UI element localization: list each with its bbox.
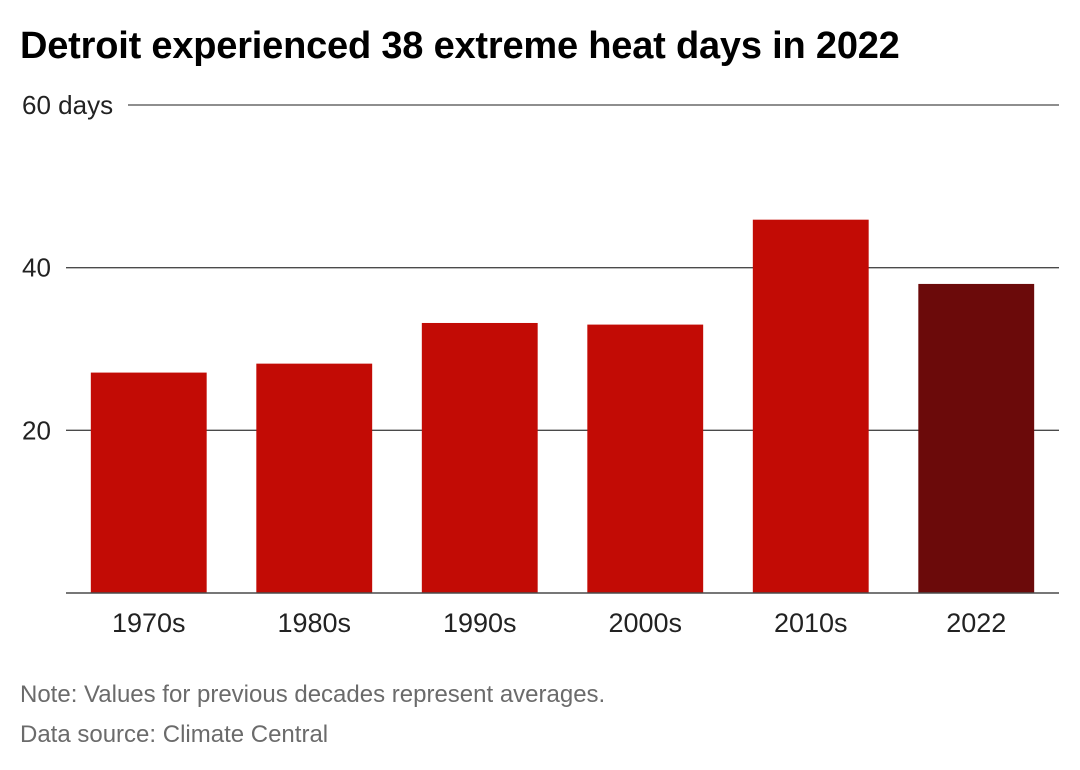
y-tick-label: 40 bbox=[22, 253, 51, 283]
chart-note: Note: Values for previous decades repres… bbox=[20, 681, 606, 708]
bar-1990s bbox=[421, 322, 538, 593]
bar-chart: 1970s 1980s 1990s 2000s 2010s 2022 20 40 60 day… bbox=[22, 90, 1059, 638]
bar-1980s bbox=[256, 363, 373, 593]
y-tick-label: 20 bbox=[22, 415, 51, 445]
bar-2010s bbox=[752, 219, 869, 593]
x-tick-label: 2010s bbox=[774, 608, 848, 638]
data-source: Data source: Climate Central bbox=[20, 721, 329, 748]
x-tick-label: 1970s bbox=[112, 608, 186, 638]
x-tick-label: 1990s bbox=[443, 608, 517, 638]
bars bbox=[90, 219, 1035, 593]
x-axis: 1970s 1980s 1990s 2000s 2010s 2022 bbox=[66, 592, 1059, 638]
x-tick-label: 2000s bbox=[608, 608, 682, 638]
x-tick-label: 2022 bbox=[946, 608, 1006, 638]
bar-1970s bbox=[90, 372, 207, 593]
bar-2000s bbox=[587, 324, 704, 593]
y-tick-label: 60 days bbox=[22, 90, 113, 120]
y-tick-labels: 20 40 60 days bbox=[22, 90, 113, 445]
chart-title: Detroit experienced 38 extreme heat days… bbox=[20, 25, 900, 67]
bar-2022 bbox=[918, 283, 1035, 593]
gridlines bbox=[66, 104, 1059, 431]
x-tick-label: 1980s bbox=[277, 608, 351, 638]
